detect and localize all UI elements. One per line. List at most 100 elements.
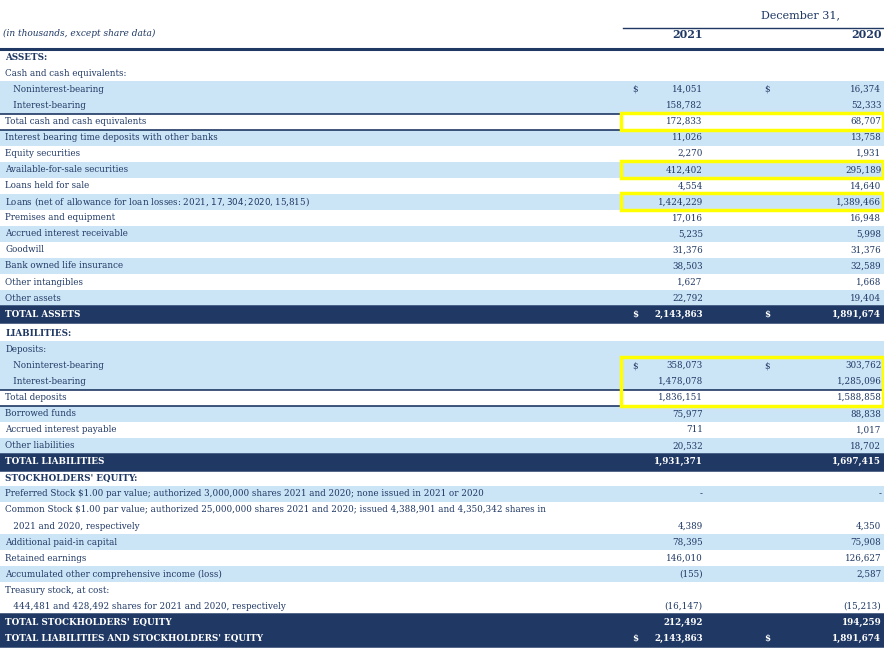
Text: Loans held for sale: Loans held for sale — [5, 181, 89, 190]
Text: 295,189: 295,189 — [845, 165, 881, 174]
Bar — [0, 226, 884, 242]
Text: 4,350: 4,350 — [856, 522, 881, 530]
Text: Interest bearing time deposits with other banks: Interest bearing time deposits with othe… — [5, 133, 218, 142]
Bar — [0, 470, 884, 486]
Text: 22,792: 22,792 — [672, 293, 703, 302]
Bar — [0, 358, 884, 374]
Text: $: $ — [632, 85, 637, 94]
Text: 1,389,466: 1,389,466 — [836, 197, 881, 206]
Bar — [0, 566, 884, 582]
Bar — [0, 502, 884, 518]
Text: 19,404: 19,404 — [850, 293, 881, 302]
Text: 1,424,229: 1,424,229 — [658, 197, 703, 206]
Text: Noninterest-bearing: Noninterest-bearing — [5, 85, 104, 94]
Text: 13,758: 13,758 — [850, 133, 881, 142]
Text: 16,948: 16,948 — [850, 214, 881, 223]
Text: Treasury stock, at cost:: Treasury stock, at cost: — [5, 586, 110, 594]
Text: Common Stock $1.00 par value; authorized 25,000,000 shares 2021 and 2020; issued: Common Stock $1.00 par value; authorized… — [5, 506, 546, 515]
Text: 2,143,863: 2,143,863 — [654, 634, 703, 643]
Bar — [0, 486, 884, 502]
Bar — [621, 357, 883, 406]
Bar — [0, 341, 884, 358]
Text: TOTAL ASSETS: TOTAL ASSETS — [5, 310, 80, 319]
Text: Cash and cash equivalents:: Cash and cash equivalents: — [5, 69, 126, 78]
Text: Interest-bearing: Interest-bearing — [5, 101, 86, 110]
Text: 412,402: 412,402 — [666, 165, 703, 174]
Bar — [0, 615, 884, 630]
Text: Accrued interest receivable: Accrued interest receivable — [5, 229, 128, 238]
Text: 17,016: 17,016 — [672, 214, 703, 223]
Text: Retained earnings: Retained earnings — [5, 554, 87, 563]
Bar — [0, 178, 884, 194]
Text: Borrowed funds: Borrowed funds — [5, 409, 76, 418]
Bar — [0, 454, 884, 470]
Bar — [0, 322, 884, 325]
Text: 1,627: 1,627 — [677, 278, 703, 287]
Text: 1,891,674: 1,891,674 — [833, 634, 881, 643]
Text: $: $ — [765, 85, 770, 94]
Text: 146,010: 146,010 — [666, 554, 703, 563]
Bar — [0, 145, 884, 162]
Text: Noninterest-bearing: Noninterest-bearing — [5, 361, 104, 370]
Text: 158,782: 158,782 — [667, 101, 703, 110]
Bar — [0, 325, 884, 341]
Text: 31,376: 31,376 — [850, 245, 881, 254]
Text: 194,259: 194,259 — [842, 618, 881, 627]
Bar — [621, 161, 883, 178]
Text: ASSETS:: ASSETS: — [5, 53, 48, 62]
Bar — [0, 258, 884, 274]
Text: 4,554: 4,554 — [677, 181, 703, 190]
Text: 14,640: 14,640 — [850, 181, 881, 190]
Text: 2021 and 2020, respectively: 2021 and 2020, respectively — [5, 522, 140, 530]
Text: Premises and equipment: Premises and equipment — [5, 214, 116, 223]
Text: 1,931: 1,931 — [857, 149, 881, 158]
Bar — [0, 210, 884, 226]
Text: 32,589: 32,589 — [850, 262, 881, 271]
Text: 52,333: 52,333 — [850, 101, 881, 110]
Text: 358,073: 358,073 — [667, 361, 703, 370]
Bar — [0, 130, 884, 145]
Text: $: $ — [765, 361, 770, 370]
Text: 2,587: 2,587 — [856, 570, 881, 579]
Bar — [0, 306, 884, 322]
Text: 1,588,858: 1,588,858 — [836, 393, 881, 402]
Text: Other intangibles: Other intangibles — [5, 278, 83, 287]
Bar — [0, 389, 884, 406]
Bar — [0, 550, 884, 566]
Text: 18,702: 18,702 — [850, 441, 881, 450]
Bar — [0, 49, 884, 66]
Text: (15,213): (15,213) — [843, 602, 881, 611]
Text: 14,051: 14,051 — [672, 85, 703, 94]
Text: 172,833: 172,833 — [667, 117, 703, 126]
Text: 5,235: 5,235 — [678, 229, 703, 238]
Text: 38,503: 38,503 — [672, 262, 703, 271]
Text: 303,762: 303,762 — [845, 361, 881, 370]
Text: (155): (155) — [679, 570, 703, 579]
Bar — [0, 598, 884, 615]
Bar — [0, 422, 884, 438]
Text: 75,908: 75,908 — [850, 537, 881, 546]
Text: $: $ — [765, 310, 771, 319]
Text: 2,270: 2,270 — [677, 149, 703, 158]
Bar — [621, 113, 883, 130]
Text: 75,977: 75,977 — [672, 409, 703, 418]
Text: TOTAL LIABILITIES: TOTAL LIABILITIES — [5, 458, 104, 467]
Text: 20,532: 20,532 — [672, 441, 703, 450]
Text: Interest-bearing: Interest-bearing — [5, 377, 86, 386]
Text: $: $ — [765, 634, 771, 643]
Text: LIABILITIES:: LIABILITIES: — [5, 329, 72, 338]
Bar — [0, 534, 884, 550]
Text: 2020: 2020 — [850, 29, 881, 40]
Text: $: $ — [632, 361, 637, 370]
Text: 88,838: 88,838 — [850, 409, 881, 418]
Text: Preferred Stock $1.00 par value; authorized 3,000,000 shares 2021 and 2020; none: Preferred Stock $1.00 par value; authori… — [5, 489, 484, 498]
Text: Available-for-sale securities: Available-for-sale securities — [5, 165, 128, 174]
Bar — [0, 630, 884, 646]
Text: Loans (net of allowance for loan losses: 2021, $17,304; 2020, $15,815): Loans (net of allowance for loan losses:… — [5, 195, 310, 208]
Text: 126,627: 126,627 — [845, 554, 881, 563]
Bar — [0, 582, 884, 598]
Text: 31,376: 31,376 — [672, 245, 703, 254]
Text: Accrued interest payable: Accrued interest payable — [5, 425, 117, 434]
Text: 711: 711 — [686, 425, 703, 434]
Bar — [0, 81, 884, 97]
